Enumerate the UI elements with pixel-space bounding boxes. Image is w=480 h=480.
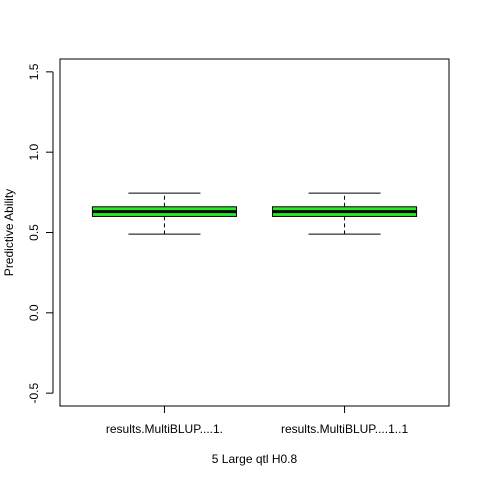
y-tick-label: -0.5 xyxy=(27,382,41,403)
box-2 xyxy=(272,192,418,235)
y-tick-label: 1.0 xyxy=(27,144,41,161)
y-axis: -0.5 0.0 0.5 1.0 1.5 xyxy=(27,63,54,403)
x-tick-label: results.MultiBLUP....1. xyxy=(106,422,223,436)
y-tick-label: 0.0 xyxy=(27,304,41,321)
plot-frame xyxy=(59,58,450,407)
box-series xyxy=(91,192,418,235)
y-tick-label: 0.5 xyxy=(27,224,41,241)
x-tick-label: results.MultiBLUP....1..1 xyxy=(281,422,408,436)
x-axis-label: 5 Large qtl H0.8 xyxy=(212,452,298,466)
x-axis: results.MultiBLUP....1. results.MultiBLUP… xyxy=(106,406,408,436)
box-1 xyxy=(91,192,237,235)
y-axis-label: Predictive Ability xyxy=(2,189,16,276)
y-tick-label: 1.5 xyxy=(27,63,41,80)
